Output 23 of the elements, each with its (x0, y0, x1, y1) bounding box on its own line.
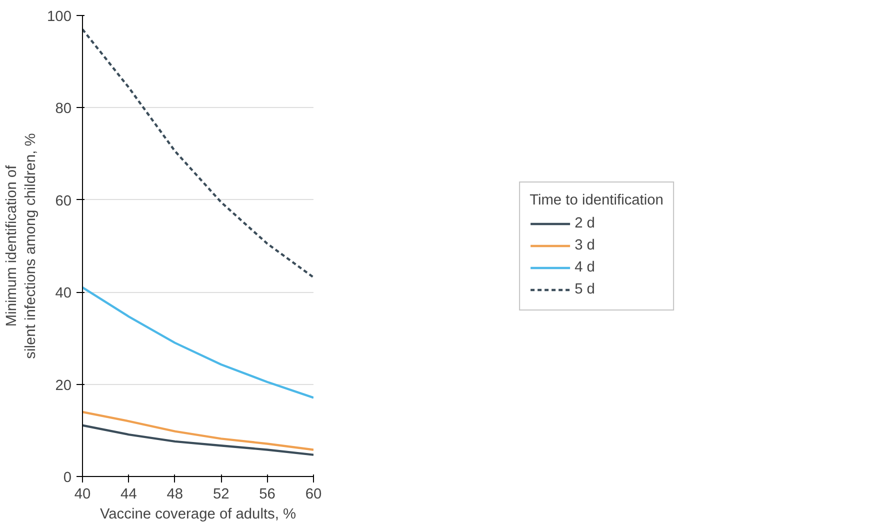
x-tick-label: 56 (259, 486, 276, 502)
legend-title: Time to identification (530, 192, 664, 208)
y-tick-label: 80 (55, 101, 72, 118)
legend-label: 2 d (574, 215, 595, 231)
y-tick-label: 40 (55, 286, 72, 302)
line-series (82, 286, 314, 399)
legend-label: 3 d (574, 237, 595, 253)
line-series (82, 424, 314, 456)
legend-label: 5 d (574, 281, 595, 297)
y-tick-label: 60 (55, 193, 72, 210)
x-axis-title: Vaccine coverage of adults, % (100, 506, 296, 522)
line-series (82, 410, 314, 451)
y-axis-title: Minimum identification of silent infections among children, % (4, 133, 40, 359)
y-tick-label: 0 (63, 470, 72, 486)
x-tick-label: 44 (120, 486, 137, 502)
legend-label: 4 d (574, 259, 595, 275)
x-tick-label: 52 (212, 486, 230, 502)
line-series (82, 28, 314, 278)
x-tick-label: 40 (74, 486, 91, 502)
x-tick-label: 48 (166, 486, 184, 502)
y-tick-label: 100 (47, 9, 72, 25)
x-tick-label: 60 (305, 486, 322, 502)
y-tick-label: 20 (55, 378, 72, 394)
